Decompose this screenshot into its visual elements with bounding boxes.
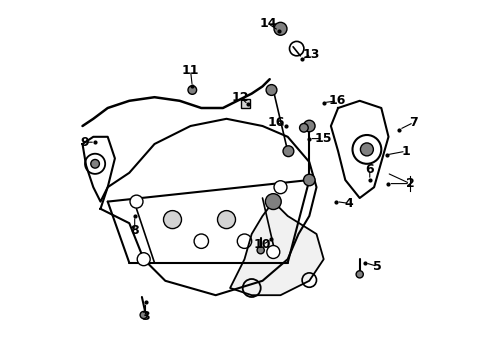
- Text: 16: 16: [267, 116, 285, 129]
- Circle shape: [130, 195, 142, 208]
- Circle shape: [163, 211, 181, 229]
- Circle shape: [266, 246, 279, 258]
- Text: 6: 6: [365, 163, 373, 176]
- Text: 11: 11: [182, 64, 199, 77]
- Text: 13: 13: [302, 48, 319, 60]
- Text: 16: 16: [328, 94, 346, 107]
- Text: 1: 1: [401, 145, 409, 158]
- Circle shape: [303, 120, 314, 132]
- Circle shape: [187, 86, 196, 94]
- Bar: [241, 99, 249, 108]
- Circle shape: [273, 22, 286, 35]
- Circle shape: [283, 146, 293, 157]
- Circle shape: [265, 194, 281, 210]
- Text: 7: 7: [408, 116, 417, 129]
- Text: 4: 4: [344, 197, 352, 210]
- Polygon shape: [230, 202, 323, 295]
- Circle shape: [140, 311, 147, 319]
- Text: 5: 5: [372, 260, 381, 273]
- Circle shape: [303, 174, 314, 186]
- Circle shape: [257, 247, 264, 254]
- Circle shape: [273, 181, 286, 194]
- Circle shape: [299, 123, 307, 132]
- Text: 8: 8: [130, 224, 139, 237]
- Text: 9: 9: [80, 136, 88, 149]
- Text: 14: 14: [259, 17, 276, 30]
- Circle shape: [265, 85, 276, 95]
- Text: 3: 3: [141, 310, 149, 323]
- Circle shape: [91, 159, 99, 168]
- Circle shape: [217, 211, 235, 229]
- Circle shape: [137, 253, 150, 266]
- Circle shape: [360, 143, 373, 156]
- Circle shape: [355, 271, 363, 278]
- Text: 10: 10: [253, 238, 271, 251]
- Text: 15: 15: [314, 132, 331, 145]
- Text: 12: 12: [231, 91, 248, 104]
- Text: 2: 2: [405, 177, 414, 190]
